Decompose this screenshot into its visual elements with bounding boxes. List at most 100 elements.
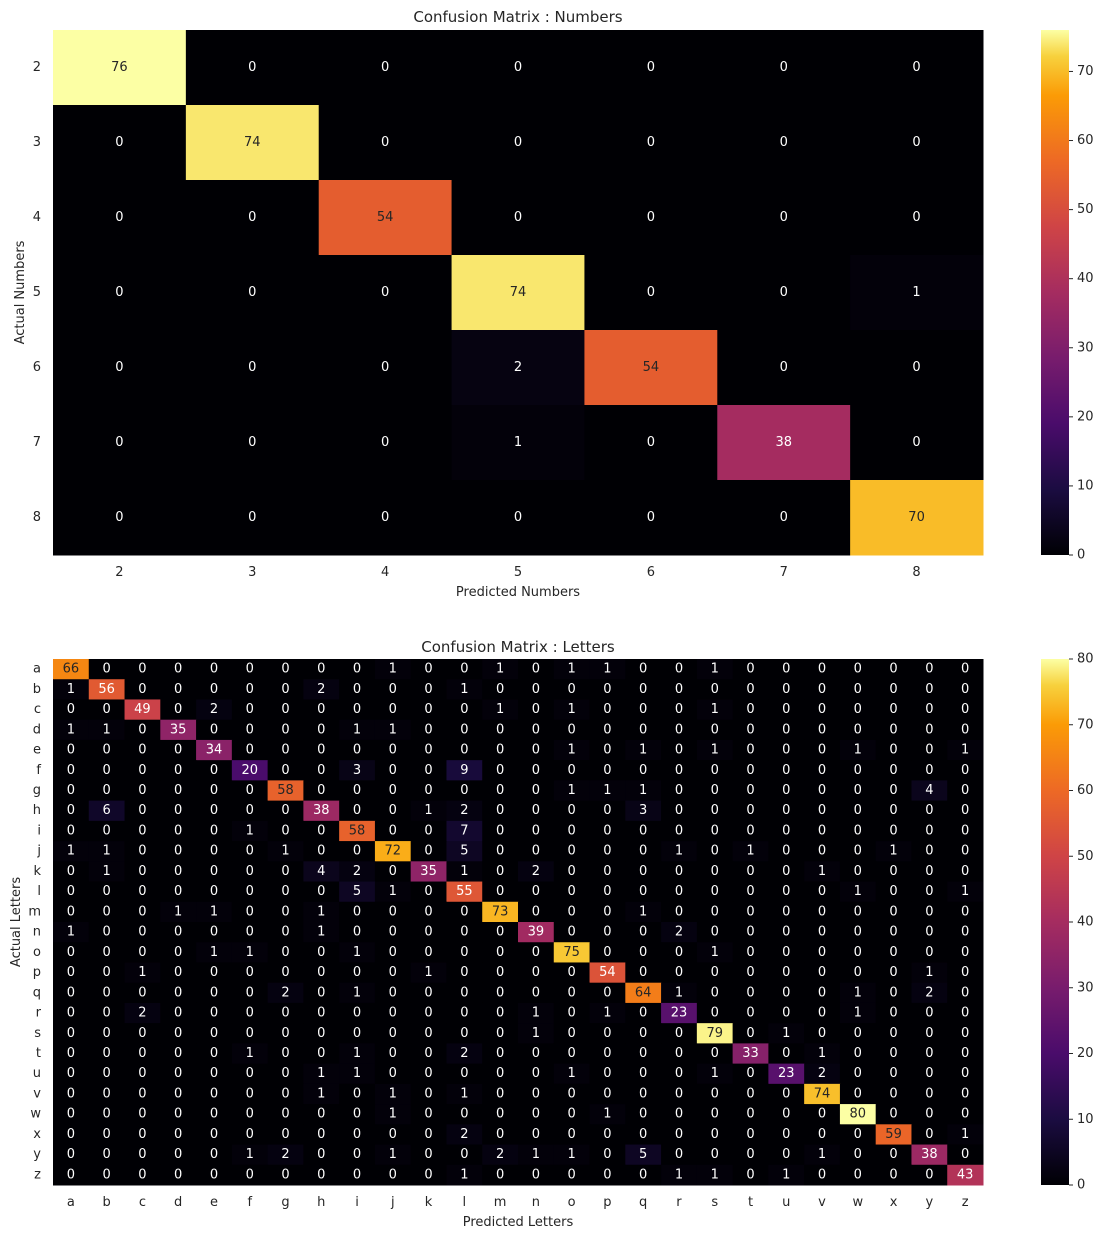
heatmap-cell [947,780,984,802]
heatmap-cell [696,942,734,963]
cell-value-label: 0 [675,1147,683,1162]
x-tick-label: s [711,1195,718,1210]
cell-value-label: 0 [603,763,611,778]
heatmap-cell [768,1043,805,1065]
heatmap-cell [696,800,734,822]
cell-value-label: 0 [67,743,75,758]
cell-value-label: 0 [854,783,862,798]
heatmap-cell [374,719,412,741]
chart-title: Confusion Matrix : Letters [421,638,615,656]
heatmap-cell [482,881,519,903]
cell-value-label: 74 [510,285,527,300]
heatmap-cell [231,800,269,822]
cell-value-label: 0 [496,763,504,778]
cell-value-label: 0 [818,904,826,919]
heatmap-cell [446,1063,483,1085]
cell-value-label: 0 [675,904,683,919]
heatmap-cell [374,901,412,923]
heatmap-cell [732,820,769,842]
cell-value-label: 74 [244,135,261,150]
heatmap-cell [410,1104,447,1125]
heatmap-cell [451,180,585,256]
heatmap-cell [768,739,805,761]
cell-value-label: 0 [780,510,788,525]
cell-value-label: 0 [317,823,325,838]
heatmap-cell [696,901,734,923]
x-tick-label: h [317,1195,325,1210]
heatmap-cell [446,659,483,680]
heatmap-cell [482,1002,519,1024]
cell-value-label: 4 [925,783,933,798]
heatmap-cell [839,719,877,741]
cell-value-label: 0 [603,1167,611,1182]
heatmap-cell [124,942,161,963]
cell-value-label: 76 [111,60,128,75]
cell-value-label: 0 [174,945,182,960]
cell-value-label: 0 [912,360,920,375]
heatmap-cell [850,255,984,331]
y-tick-label: r [36,1006,42,1021]
heatmap-cell [53,105,187,181]
heatmap-cell [160,1023,197,1044]
heatmap-cell [696,1164,734,1186]
cell-value-label: 0 [925,662,933,677]
heatmap-cell [768,760,805,781]
cell-value-label: 0 [353,925,361,940]
heatmap-cell [53,1124,90,1146]
heatmap-cell [267,1164,304,1186]
x-tick-label: v [818,1195,826,1210]
heatmap-cell [446,820,483,842]
cell-value-label: 0 [389,1127,397,1142]
cell-value-label: 0 [568,864,576,879]
heatmap-cell [374,679,412,700]
heatmap-cell [88,679,126,700]
cell-value-label: 2 [210,702,218,717]
heatmap-cell [410,780,447,802]
x-tick-label: p [603,1195,611,1210]
heatmap-cell [410,861,447,883]
heatmap-cell [839,820,877,842]
cell-value-label: 70 [908,510,925,525]
cell-value-label: 0 [281,1086,289,1101]
heatmap-cell [88,739,126,761]
cell-value-label: 0 [818,965,826,980]
cell-value-label: 7 [460,823,468,838]
cell-value-label: 0 [460,743,468,758]
cell-value-label: 1 [912,285,920,300]
heatmap-cell [625,901,662,923]
heatmap-cell [553,679,591,700]
heatmap-cell [625,1144,662,1166]
cell-value-label: 0 [389,763,397,778]
heatmap-cell [53,719,90,741]
cell-value-label: 0 [925,702,933,717]
heatmap-cell [625,881,662,903]
heatmap-cell [696,1043,734,1065]
heatmap-cell [553,719,591,741]
cell-value-label: 0 [925,925,933,940]
heatmap-cell [732,719,769,741]
cell-value-label: 0 [925,945,933,960]
heatmap-cell [804,780,841,802]
heatmap-cell [446,962,483,984]
cell-value-label: 0 [67,985,75,1000]
cell-value-label: 0 [210,864,218,879]
y-tick-label: 6 [33,360,41,375]
heatmap-cell [410,881,447,903]
cell-value-label: 0 [246,662,254,677]
cell-value-label: 0 [424,904,432,919]
cell-value-label: 0 [711,722,719,737]
cell-value-label: 1 [67,844,75,859]
cell-value-label: 0 [818,803,826,818]
heatmap-cell [804,1104,841,1125]
cell-value-label: 0 [568,1167,576,1182]
heatmap-cell [553,841,591,862]
cell-value-label: 1 [246,945,254,960]
heatmap-cell [875,922,912,943]
cell-value-label: 0 [389,864,397,879]
cell-value-label: 0 [603,1147,611,1162]
cell-value-label: 58 [349,823,366,838]
x-tick-label: n [532,1195,540,1210]
cell-value-label: 0 [246,722,254,737]
x-tick-label: t [748,1195,753,1210]
heatmap-cell [875,1124,912,1146]
